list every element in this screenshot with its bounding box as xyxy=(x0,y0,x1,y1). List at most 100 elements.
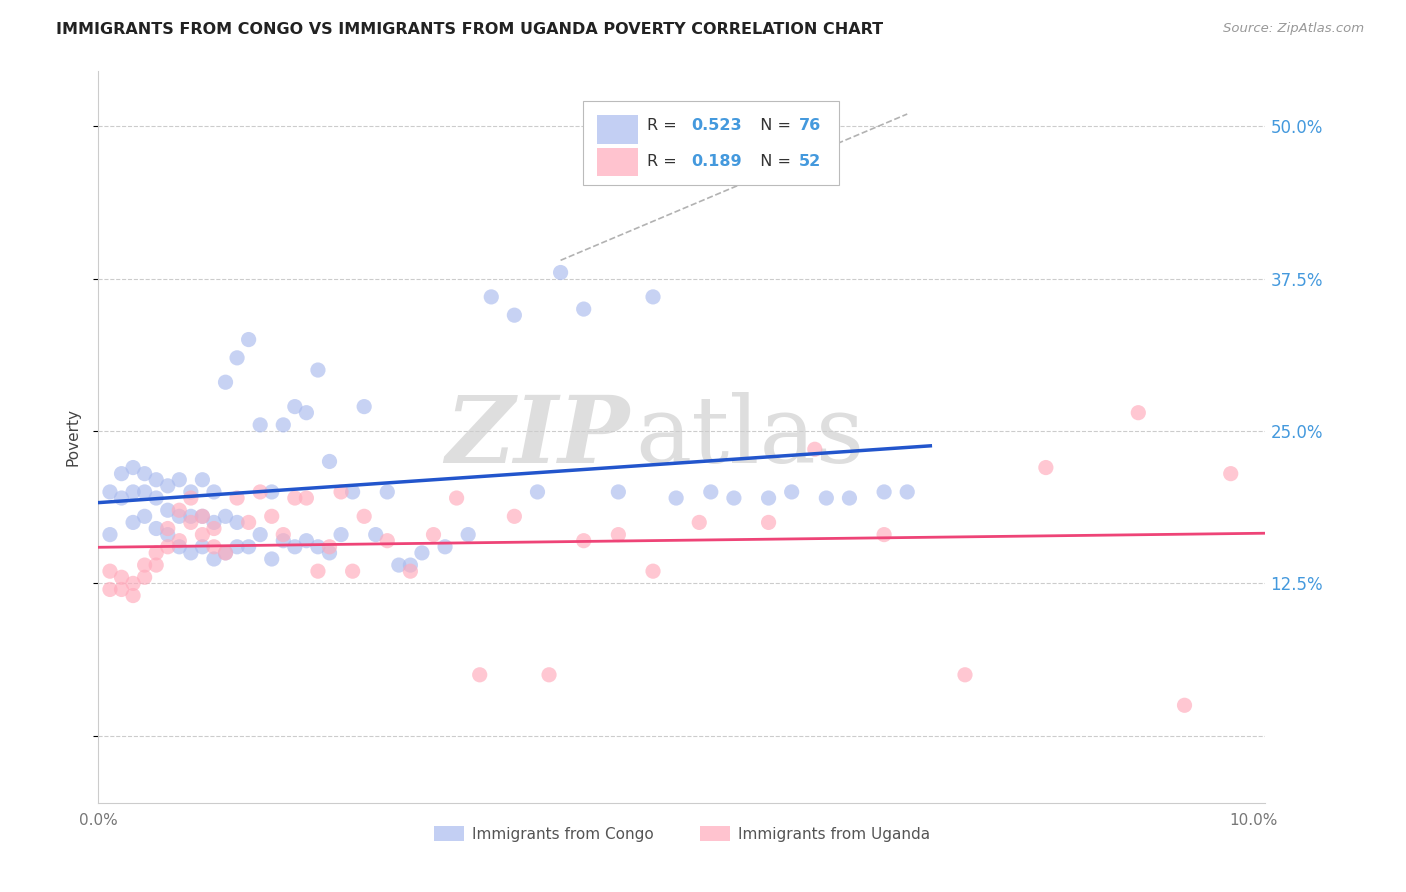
Point xyxy=(284,400,307,414)
Point xyxy=(202,485,225,500)
Point xyxy=(145,473,167,487)
Point xyxy=(191,540,214,554)
Point xyxy=(145,521,167,535)
Point xyxy=(122,460,145,475)
Point xyxy=(873,485,896,500)
Text: R =: R = xyxy=(647,153,682,169)
Point xyxy=(180,516,202,530)
Point xyxy=(134,570,156,584)
Point xyxy=(284,540,307,554)
Point xyxy=(238,516,260,530)
Point xyxy=(284,491,307,505)
Point xyxy=(238,540,260,554)
Point xyxy=(318,540,340,554)
Point xyxy=(271,533,294,548)
Point xyxy=(169,533,191,548)
Text: 0.523: 0.523 xyxy=(692,119,742,133)
Point xyxy=(607,527,630,541)
Point xyxy=(122,485,145,500)
Point xyxy=(145,491,167,505)
Legend: Immigrants from Congo, Immigrants from Uganda: Immigrants from Congo, Immigrants from U… xyxy=(427,820,936,847)
Point xyxy=(330,485,353,500)
Point xyxy=(169,503,191,517)
Point xyxy=(503,509,526,524)
FancyBboxPatch shape xyxy=(582,101,839,185)
Point xyxy=(145,546,167,560)
Point xyxy=(98,485,121,500)
Text: R =: R = xyxy=(647,119,682,133)
Point xyxy=(214,546,236,560)
Text: atlas: atlas xyxy=(636,392,865,482)
Point xyxy=(1173,698,1195,713)
Point xyxy=(364,527,387,541)
Point xyxy=(550,266,572,280)
Point xyxy=(873,527,896,541)
Point xyxy=(422,527,444,541)
Point xyxy=(607,485,630,500)
Point xyxy=(399,564,422,578)
Point xyxy=(572,302,595,317)
Point xyxy=(434,540,457,554)
Point xyxy=(156,540,179,554)
Point xyxy=(804,442,827,457)
Point xyxy=(260,485,283,500)
Point xyxy=(156,521,179,535)
Y-axis label: Poverty: Poverty xyxy=(65,408,80,467)
Point xyxy=(457,527,479,541)
Point xyxy=(641,564,664,578)
Point xyxy=(110,570,132,584)
Point xyxy=(388,558,411,573)
Text: N =: N = xyxy=(749,119,796,133)
Point xyxy=(1128,406,1150,420)
Text: N =: N = xyxy=(749,153,796,169)
Point xyxy=(110,582,132,597)
Point xyxy=(295,406,318,420)
Point xyxy=(122,576,145,591)
Point xyxy=(295,533,318,548)
Point xyxy=(169,540,191,554)
Point xyxy=(307,540,329,554)
Text: 0.189: 0.189 xyxy=(692,153,742,169)
Point xyxy=(226,351,249,365)
Point xyxy=(318,546,340,560)
Point xyxy=(399,558,422,573)
Text: 76: 76 xyxy=(799,119,821,133)
Point xyxy=(180,546,202,560)
Point xyxy=(249,527,271,541)
Point xyxy=(723,491,745,505)
FancyBboxPatch shape xyxy=(596,147,637,176)
Point xyxy=(780,485,803,500)
Point xyxy=(202,552,225,566)
Point xyxy=(249,485,271,500)
Point xyxy=(479,290,502,304)
Point xyxy=(260,552,283,566)
FancyBboxPatch shape xyxy=(596,115,637,144)
Point xyxy=(134,558,156,573)
Point xyxy=(134,509,156,524)
Point xyxy=(353,509,375,524)
Point xyxy=(700,485,723,500)
Point xyxy=(180,485,202,500)
Text: Source: ZipAtlas.com: Source: ZipAtlas.com xyxy=(1223,22,1364,36)
Point xyxy=(758,491,780,505)
Text: IMMIGRANTS FROM CONGO VS IMMIGRANTS FROM UGANDA POVERTY CORRELATION CHART: IMMIGRANTS FROM CONGO VS IMMIGRANTS FROM… xyxy=(56,22,883,37)
Point xyxy=(226,491,249,505)
Point xyxy=(307,564,329,578)
Point xyxy=(98,582,121,597)
Point xyxy=(226,516,249,530)
Point xyxy=(110,491,132,505)
Point xyxy=(156,479,179,493)
Point xyxy=(641,290,664,304)
Point xyxy=(342,564,364,578)
Point xyxy=(260,509,283,524)
Point xyxy=(134,485,156,500)
Point xyxy=(1035,460,1057,475)
Point xyxy=(98,527,121,541)
Point xyxy=(318,454,340,468)
Point xyxy=(110,467,132,481)
Point xyxy=(180,509,202,524)
Point xyxy=(191,527,214,541)
Point xyxy=(169,509,191,524)
Point xyxy=(238,333,260,347)
Point xyxy=(122,589,145,603)
